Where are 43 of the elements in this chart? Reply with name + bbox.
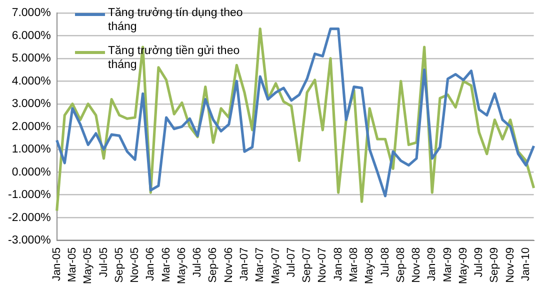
x-tick-label: Jul-09: [473, 247, 486, 278]
y-tick-label: -1.000%: [8, 189, 51, 202]
x-tick-label: Jul-05: [98, 247, 110, 278]
y-tick-label: -3.000%: [8, 234, 51, 246]
x-tick-label: Jan-09: [426, 247, 438, 281]
x-tick-label: Jul-08: [379, 247, 392, 278]
x-tick-label: Mar-09: [442, 247, 454, 282]
x-tick-label: Sep-07: [301, 247, 314, 283]
x-tick-label: Jan-07: [238, 247, 251, 281]
y-tick-label: 4.000%: [12, 75, 51, 88]
x-tick-label: May-08: [364, 247, 376, 284]
y-tick-label: 6.000%: [12, 30, 51, 42]
x-tick-label: Jan-10: [520, 247, 532, 281]
x-tick-label: Sep-05: [113, 247, 126, 283]
x-tick-label: Mar-07: [254, 247, 266, 282]
x-tick-label: Jan-05: [50, 247, 63, 281]
x-tick-label: Mar-05: [66, 247, 79, 282]
x-tick-label: May-06: [176, 247, 188, 284]
x-tick-label: Nov-06: [222, 247, 235, 283]
x-tick-label: May-09: [457, 247, 470, 284]
legend-label: Tăng trưởng tín dụng theo tháng: [108, 6, 244, 34]
x-tick-label: May-05: [82, 247, 94, 284]
x-tick-label: Nov-05: [129, 247, 142, 283]
x-tick-label: May-07: [270, 247, 282, 284]
x-tick-label: Jan-08: [332, 247, 344, 281]
x-tick-label: Nov-09: [504, 247, 516, 283]
x-tick-label: Sep-08: [394, 247, 407, 283]
x-tick-label: Jul-07: [285, 247, 298, 278]
y-tick-label: 7.000%: [12, 7, 51, 20]
x-tick-label: Nov-07: [316, 247, 329, 283]
x-tick-label: Nov-08: [410, 247, 423, 283]
x-tick-label: Sep-06: [207, 247, 220, 283]
x-tick-label: Mar-06: [160, 247, 172, 282]
x-tick-label: Sep-09: [488, 247, 501, 283]
y-tick-label: 3.000%: [12, 98, 51, 110]
y-tick-label: 0.000%: [12, 166, 51, 178]
x-tick-label: Jul-06: [192, 247, 204, 278]
y-tick-label: 5.000%: [12, 52, 51, 65]
x-tick-label: Jan-06: [144, 247, 157, 281]
y-tick-label: -2.000%: [8, 212, 51, 224]
x-tick-label: Mar-08: [348, 247, 360, 282]
y-tick-label: 1.000%: [12, 144, 51, 156]
y-tick-label: 2.000%: [12, 120, 51, 133]
